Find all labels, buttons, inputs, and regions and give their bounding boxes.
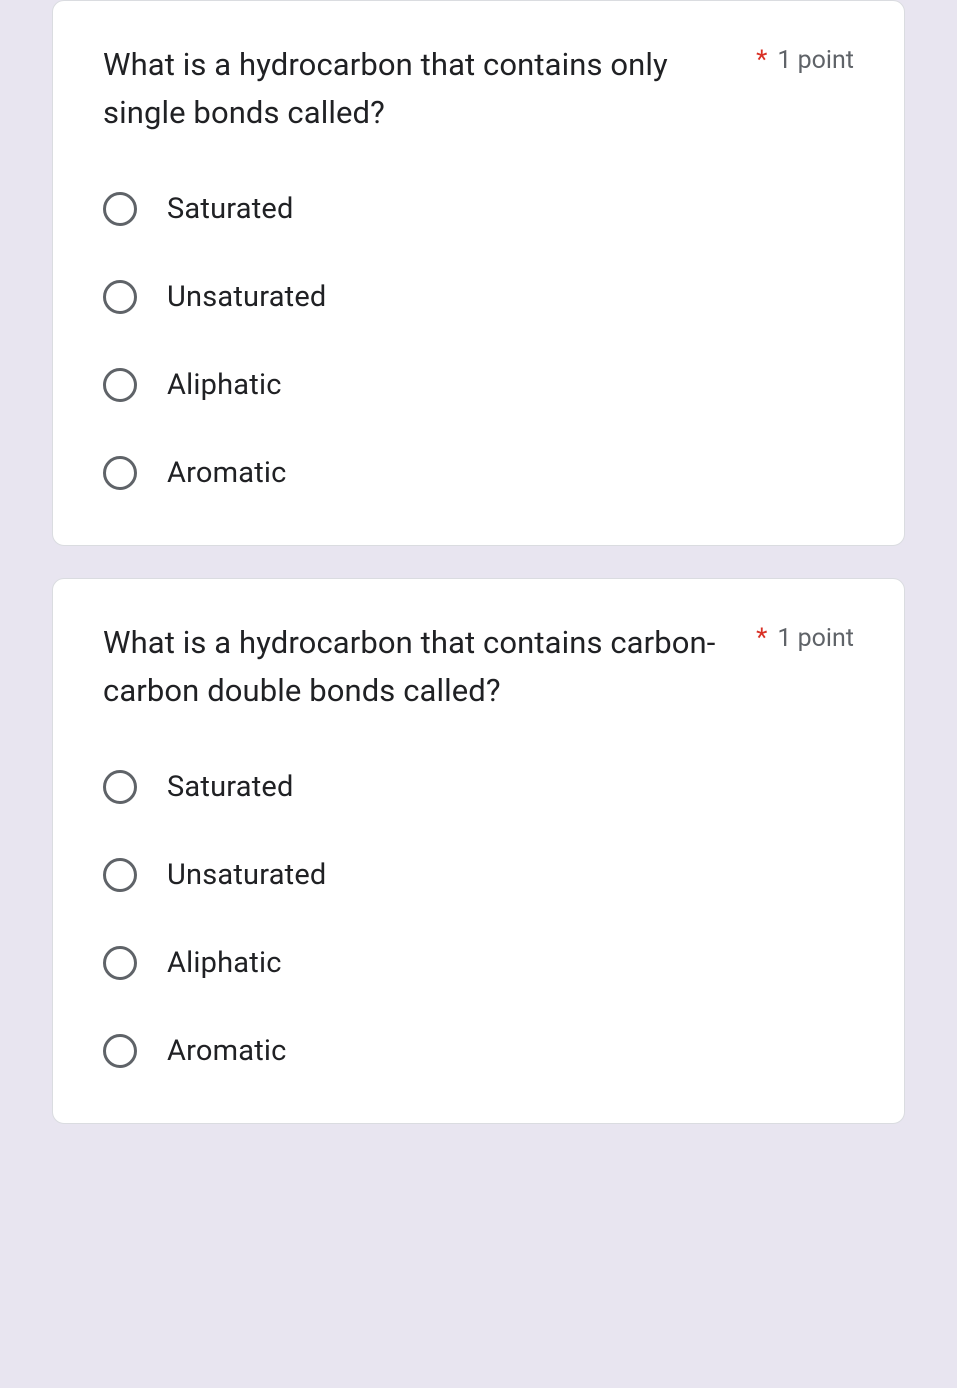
question-card-1: What is a hydrocarbon that contains only… [52, 0, 905, 546]
points-block: * 1 point [756, 41, 854, 75]
radio-option-unsaturated[interactable]: Unsaturated [103, 858, 854, 892]
option-label: Saturated [167, 192, 294, 226]
question-text: What is a hydrocarbon that contains only… [103, 41, 756, 137]
radio-icon [103, 368, 137, 402]
points-label: 1 point [777, 46, 854, 75]
options-list: Saturated Unsaturated Aliphatic Aromatic [103, 770, 854, 1068]
radio-option-unsaturated[interactable]: Unsaturated [103, 280, 854, 314]
options-list: Saturated Unsaturated Aliphatic Aromatic [103, 192, 854, 490]
radio-option-aromatic[interactable]: Aromatic [103, 456, 854, 490]
points-label: 1 point [777, 624, 854, 653]
radio-icon [103, 770, 137, 804]
radio-option-aromatic[interactable]: Aromatic [103, 1034, 854, 1068]
radio-icon [103, 858, 137, 892]
option-label: Aromatic [167, 456, 287, 490]
radio-option-aliphatic[interactable]: Aliphatic [103, 946, 854, 980]
radio-option-saturated[interactable]: Saturated [103, 770, 854, 804]
radio-icon [103, 1034, 137, 1068]
radio-option-saturated[interactable]: Saturated [103, 192, 854, 226]
question-header: What is a hydrocarbon that contains only… [103, 41, 854, 137]
points-block: * 1 point [756, 619, 854, 653]
radio-icon [103, 946, 137, 980]
question-card-2: What is a hydrocarbon that contains carb… [52, 578, 905, 1124]
question-header: What is a hydrocarbon that contains carb… [103, 619, 854, 715]
radio-option-aliphatic[interactable]: Aliphatic [103, 368, 854, 402]
option-label: Unsaturated [167, 858, 327, 892]
option-label: Saturated [167, 770, 294, 804]
required-asterisk: * [756, 45, 767, 75]
option-label: Aliphatic [167, 946, 282, 980]
option-label: Unsaturated [167, 280, 327, 314]
radio-icon [103, 456, 137, 490]
option-label: Aromatic [167, 1034, 287, 1068]
question-text: What is a hydrocarbon that contains carb… [103, 619, 756, 715]
required-asterisk: * [756, 623, 767, 653]
option-label: Aliphatic [167, 368, 282, 402]
radio-icon [103, 192, 137, 226]
radio-icon [103, 280, 137, 314]
